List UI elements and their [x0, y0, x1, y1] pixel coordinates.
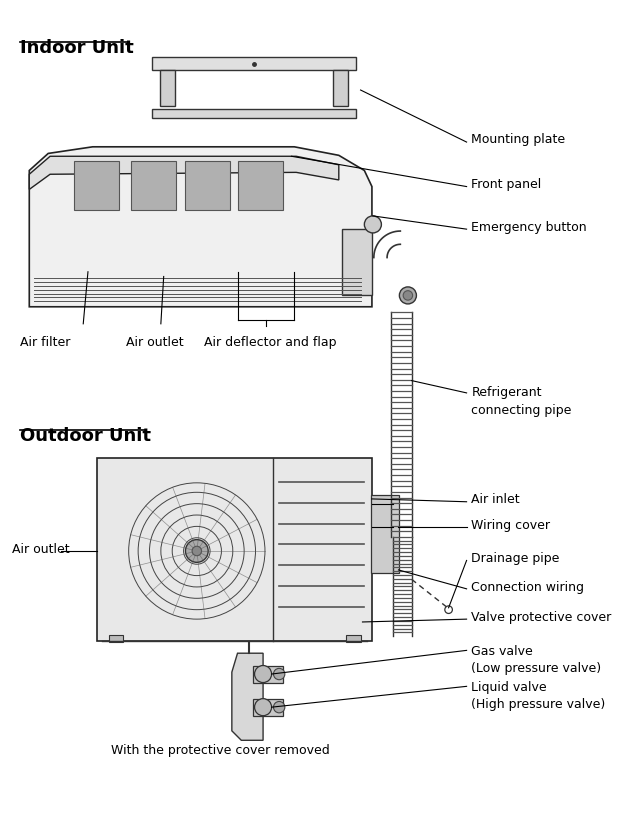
Polygon shape — [29, 157, 339, 190]
Text: Valve protective cover: Valve protective cover — [471, 610, 612, 623]
FancyBboxPatch shape — [341, 230, 372, 296]
Text: Air outlet: Air outlet — [126, 336, 184, 349]
Text: Front panel: Front panel — [471, 178, 542, 191]
Text: With the protective cover removed: With the protective cover removed — [111, 744, 330, 756]
Circle shape — [255, 666, 272, 683]
FancyBboxPatch shape — [346, 636, 360, 642]
Circle shape — [192, 546, 202, 556]
FancyBboxPatch shape — [152, 58, 356, 71]
FancyBboxPatch shape — [98, 459, 372, 641]
Text: Indoor Unit: Indoor Unit — [20, 39, 133, 57]
Circle shape — [255, 699, 272, 716]
Text: Air deflector and flap: Air deflector and flap — [204, 336, 337, 349]
FancyBboxPatch shape — [237, 162, 283, 211]
FancyBboxPatch shape — [152, 110, 356, 120]
Text: Gas valve
(Low pressure valve): Gas valve (Low pressure valve) — [471, 644, 602, 674]
Text: Air outlet: Air outlet — [12, 542, 70, 555]
Circle shape — [274, 702, 285, 713]
Circle shape — [403, 292, 413, 301]
Text: Mounting plate: Mounting plate — [471, 133, 565, 146]
FancyBboxPatch shape — [371, 495, 399, 573]
Text: Wiring cover: Wiring cover — [471, 518, 551, 532]
FancyBboxPatch shape — [131, 162, 176, 211]
Text: Air filter: Air filter — [20, 336, 70, 349]
Polygon shape — [29, 147, 372, 307]
FancyBboxPatch shape — [74, 162, 119, 211]
FancyBboxPatch shape — [253, 699, 283, 716]
Text: Connection wiring: Connection wiring — [471, 580, 584, 593]
Text: Drainage pipe: Drainage pipe — [471, 551, 560, 564]
Text: Outdoor Unit: Outdoor Unit — [20, 427, 151, 445]
Circle shape — [274, 668, 285, 680]
FancyBboxPatch shape — [184, 162, 230, 211]
Circle shape — [399, 287, 417, 305]
FancyBboxPatch shape — [109, 636, 123, 642]
FancyBboxPatch shape — [160, 71, 175, 107]
FancyBboxPatch shape — [253, 666, 283, 683]
Polygon shape — [232, 654, 263, 740]
Text: Emergency button: Emergency button — [471, 220, 587, 233]
Circle shape — [186, 540, 208, 563]
Text: Refrigerant
connecting pipe: Refrigerant connecting pipe — [471, 386, 572, 417]
Circle shape — [364, 217, 382, 233]
Circle shape — [445, 606, 452, 613]
Text: Air inlet: Air inlet — [471, 493, 520, 506]
FancyBboxPatch shape — [333, 71, 348, 107]
Text: Liquid valve
(High pressure valve): Liquid valve (High pressure valve) — [471, 680, 605, 710]
